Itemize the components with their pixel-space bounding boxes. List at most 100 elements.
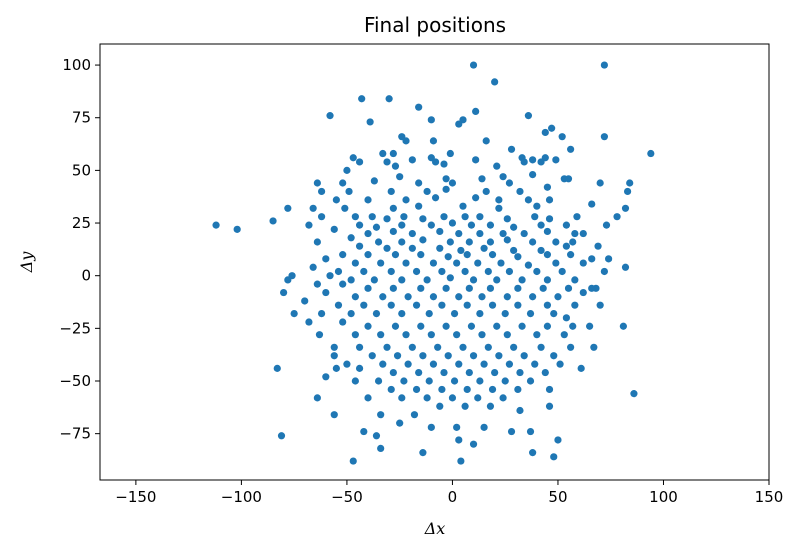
scatter-point [339, 251, 347, 259]
scatter-point [486, 221, 495, 229]
scatter-point [332, 364, 340, 372]
scatter-point [398, 394, 406, 402]
scatter-point [273, 364, 281, 372]
scatter-point [379, 293, 387, 301]
scatter-point [520, 158, 528, 166]
scatter-point [379, 149, 387, 158]
scatter-point [358, 95, 366, 103]
scatter-point [398, 276, 406, 284]
scatter-point [488, 385, 497, 394]
scatter-point [326, 272, 334, 280]
scatter-point [510, 223, 518, 231]
scatter-point [442, 175, 450, 183]
scatter-point [594, 242, 602, 250]
scatter-point [425, 377, 433, 385]
x-tick-label: 100 [649, 488, 678, 506]
scatter-point [469, 276, 478, 284]
x-tick-label: −150 [115, 488, 156, 506]
scatter-point [305, 221, 313, 229]
scatter-point [374, 238, 383, 246]
scatter-point [351, 331, 359, 339]
scatter-point [233, 225, 241, 233]
scatter-point [596, 301, 604, 309]
scatter-point [619, 322, 627, 330]
scatter-point [543, 276, 552, 284]
scatter-point [355, 343, 364, 351]
scatter-point [469, 352, 478, 360]
scatter-point [491, 78, 499, 86]
scatter-point [480, 244, 488, 252]
scatter-point [417, 322, 425, 330]
scatter-point [562, 314, 571, 322]
scatter-point [567, 145, 575, 153]
scatter-point [478, 331, 486, 339]
scatter-point [364, 251, 372, 259]
scatter-point [383, 244, 391, 252]
scatter-point [469, 61, 478, 69]
scatter-point [497, 259, 505, 267]
scatter-point [503, 331, 511, 339]
scatter-point [334, 301, 343, 309]
scatter-point [440, 368, 448, 377]
scatter-point [501, 377, 509, 385]
scatter-point [383, 343, 391, 351]
scatter-point [429, 293, 438, 301]
scatter-point [556, 360, 564, 368]
scatter-point [309, 263, 317, 271]
scatter-point [410, 411, 419, 419]
scatter-point [387, 267, 395, 276]
scatter-point [461, 213, 469, 221]
scatter-point [444, 352, 452, 360]
scatter-point [423, 394, 431, 402]
scatter-point [474, 394, 482, 402]
scatter-point [476, 310, 484, 318]
x-tick-label: −50 [331, 488, 363, 506]
scatter-point [571, 276, 579, 284]
scatter-point [408, 229, 416, 238]
scatter-point [514, 284, 522, 292]
scatter-point [457, 457, 465, 465]
scatter-point [313, 179, 321, 187]
scatter-point [448, 179, 457, 187]
scatter-point [480, 360, 488, 368]
scatter-point [503, 293, 511, 301]
scatter-point [461, 402, 469, 410]
scatter-point [474, 259, 482, 267]
scatter-point [484, 343, 492, 351]
scatter-point [417, 251, 425, 259]
scatter-point [387, 385, 395, 394]
scatter-point [423, 187, 431, 196]
scatter-point [469, 440, 478, 448]
scatter-point [351, 213, 359, 221]
scatter-point [429, 259, 438, 267]
scatter-point [501, 310, 509, 318]
scatter-point [398, 221, 406, 229]
scatter-point [448, 219, 457, 227]
scatter-point [427, 221, 435, 229]
scatter-point [529, 156, 537, 164]
scatter-point [419, 449, 427, 457]
scatter-point [552, 259, 560, 267]
scatter-point [389, 204, 397, 212]
scatter-point [545, 196, 554, 204]
scatter-point [389, 227, 397, 236]
scatter-point [482, 187, 490, 196]
scatter-point [545, 402, 554, 410]
scatter-point [450, 310, 459, 318]
scatter-point [412, 385, 421, 394]
ticks-layer: −150 −100 −50 0 50 100 150 −75 −50 −25 0 25 50 75 100 [59, 56, 783, 506]
scatter-point [465, 368, 473, 377]
scatter-point [444, 253, 452, 261]
scatter-point [579, 288, 587, 297]
scatter-point [507, 427, 516, 436]
scatter-point [377, 259, 385, 267]
scatter-point [550, 310, 558, 318]
scatter-point [368, 352, 376, 360]
scatter-point [402, 196, 410, 204]
scatter-point [290, 310, 298, 318]
scatter-point [545, 215, 554, 223]
scatter-point [524, 196, 533, 204]
scatter-point [379, 360, 387, 368]
scatter-point [571, 229, 579, 238]
scatter-point [442, 185, 450, 193]
